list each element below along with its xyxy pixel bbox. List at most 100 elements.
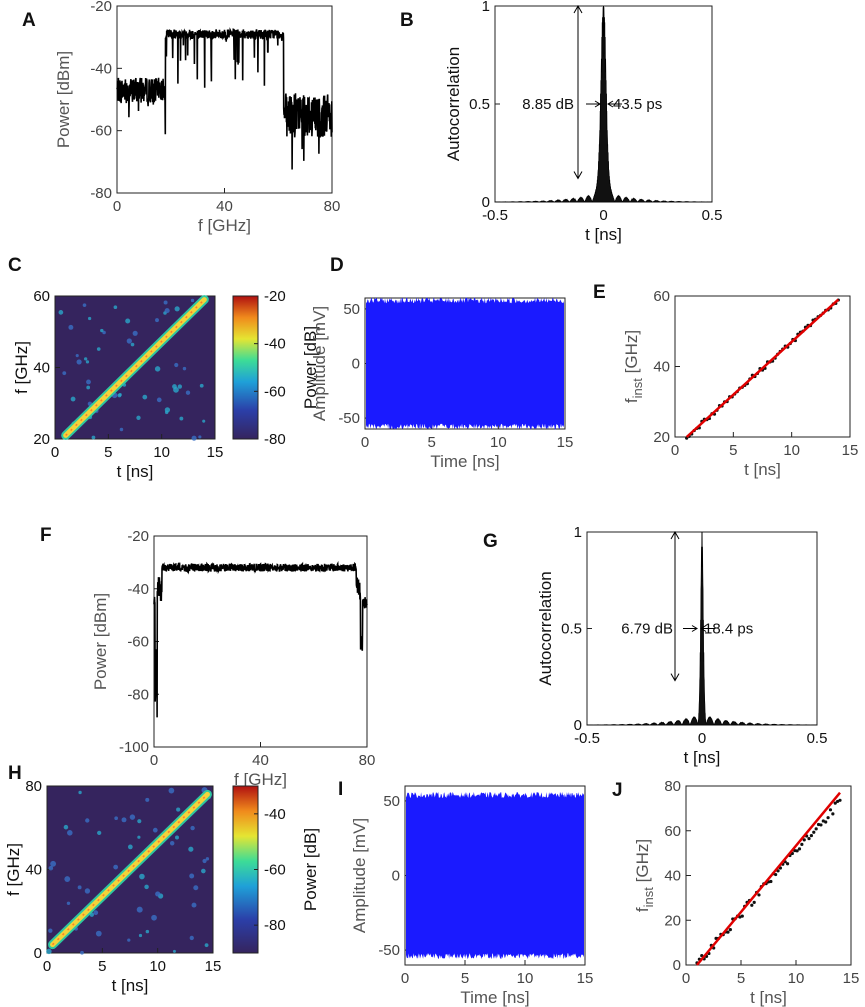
spectrogram-speckle-H [136, 906, 143, 913]
waveform-trace-I [406, 792, 584, 959]
y-tick-label-G: 1 [574, 524, 582, 541]
spectrogram-speckle-C [119, 427, 124, 432]
finst-point-J [752, 900, 756, 905]
x-tick-label-E: 5 [729, 442, 737, 459]
finst-point-J [831, 812, 835, 816]
spectrogram-speckle-C [58, 310, 64, 315]
finst-point-J [814, 827, 818, 831]
spectrogram-speckle-C [84, 357, 88, 361]
x-tick-label-H: 10 [149, 958, 166, 975]
spectrogram-speckle-C [182, 366, 187, 371]
y-tick-label-E: 40 [653, 359, 670, 376]
spectrogram-speckle-H [50, 860, 57, 867]
spectrogram-speckle-H [188, 846, 194, 852]
y-tick-label-F: -40 [127, 581, 149, 598]
spectrogram-speckle-C [82, 303, 87, 307]
spectrogram-speckle-H [145, 797, 150, 802]
spectrogram-speckle-H [114, 816, 118, 821]
width-arrow-right-B [607, 100, 622, 108]
spectrogram-speckle-C [174, 306, 180, 312]
spectrogram-speckle-C [190, 298, 195, 303]
spectrogram-speckle-H [189, 935, 194, 941]
spectrogram-speckle-H [129, 814, 136, 820]
width-arrow-left-B [586, 100, 601, 108]
finst-point-J [740, 914, 744, 918]
x-tick-label-E: 0 [671, 442, 679, 459]
panel-label-H: H [8, 763, 22, 784]
y-axis-label-sub: inst [641, 887, 656, 908]
axes-E: 0 5 10 15 60 40 20 t [ns] finst [GHz] [622, 288, 858, 479]
db-annotation-B: 8.85 dB [522, 96, 574, 113]
spectrogram-speckle-H [66, 901, 71, 905]
spectrogram-speckle-C [164, 407, 171, 413]
spectrogram-speckle-C [96, 347, 101, 351]
y-tick-label-J: 20 [664, 912, 681, 929]
y-axis-label-F: Power [dBm] [91, 593, 110, 690]
db-arrow-head-top-G [670, 530, 680, 540]
x-axis-label-A: f [GHz] [198, 216, 251, 235]
panel-label-D: D [330, 255, 344, 276]
x-tick-label-C: 10 [153, 444, 170, 461]
spectrogram-speckle-H [64, 876, 71, 882]
spectrogram-speckle-H [95, 930, 102, 937]
y-axis-label-unit: [GHz] [622, 330, 641, 378]
y-tick-label-H: 80 [25, 778, 42, 795]
x-tick-label-H: 15 [205, 958, 222, 975]
spectrogram-speckle-C [185, 390, 191, 395]
spectrogram-speckle-H [85, 818, 90, 823]
y-axis-label-f: f [633, 907, 652, 912]
x-tick-label-A: 40 [216, 198, 233, 215]
x-tick-label-D: 5 [427, 434, 435, 451]
y-tick-label-A: -80 [90, 185, 112, 202]
x-tick-label-E: 10 [783, 442, 800, 459]
x-tick-label-J: 10 [788, 970, 805, 987]
finst-point-J [821, 819, 825, 823]
finst-point-J [797, 847, 802, 851]
chirp-core-H [52, 793, 208, 946]
spectrogram-speckle-C [130, 342, 135, 347]
y-tick-label-A: -40 [90, 60, 112, 77]
finst-point-J [785, 862, 790, 866]
spectrogram-speckle-H [172, 949, 176, 953]
x-tick-label-B: 0.5 [702, 207, 723, 224]
db-arrow-head-bottom-G [670, 673, 680, 682]
x-tick-label-I: 5 [461, 970, 469, 987]
x-axis-label-E: t [ns] [744, 460, 781, 479]
y-tick-label-J: 0 [673, 957, 681, 974]
x-tick-label-H: 5 [98, 958, 106, 975]
y-tick-label-F: -80 [127, 686, 149, 703]
y-tick-label-C: 40 [33, 360, 50, 377]
spectrogram-speckle-H [93, 910, 99, 916]
colorbar-tick-label-C: -20 [264, 288, 286, 305]
spectrogram-speckle-H [48, 865, 54, 871]
x-tick-label-D: 0 [361, 434, 369, 451]
x-axis-label-G: t [ns] [684, 748, 721, 767]
panel-label-G: G [483, 531, 498, 552]
finst-point-J [809, 833, 814, 838]
y-tick-label-I: 0 [392, 868, 400, 885]
finst-point-J [838, 798, 842, 802]
x-tick-label-D: 10 [490, 434, 507, 451]
spectrogram-speckle-H [127, 938, 131, 942]
x-tick-label-C: 5 [104, 444, 112, 461]
x-tick-label-B: -0.5 [482, 207, 508, 224]
x-tick-label-C: 0 [51, 444, 59, 461]
spectrogram-speckle-C [164, 308, 170, 314]
y-tick-label-J: 40 [664, 868, 681, 885]
spectrogram-speckle-C [172, 384, 177, 389]
y-axis-label-unit: [GHz] [633, 839, 652, 887]
y-tick-label-G: 0 [574, 717, 582, 734]
plot-frame-J [685, 785, 852, 966]
x-tick-label-I: 15 [577, 970, 594, 987]
spectrogram-speckle-H [201, 868, 206, 874]
finst-point-J [812, 830, 816, 834]
width-arrow-right-G [700, 625, 715, 632]
spectrogram-speckle-C [136, 415, 141, 420]
axes-C: 0 5 10 15 60 40 20 t [ns] f [GHz] -20 -40 -60 -80 Pow… [12, 288, 320, 481]
x-axis-label-J: t [ns] [750, 988, 787, 1007]
spectrogram-speckle-C [85, 360, 90, 364]
y-tick-label-J: 60 [664, 823, 681, 840]
y-tick-label-E: 60 [653, 288, 670, 305]
